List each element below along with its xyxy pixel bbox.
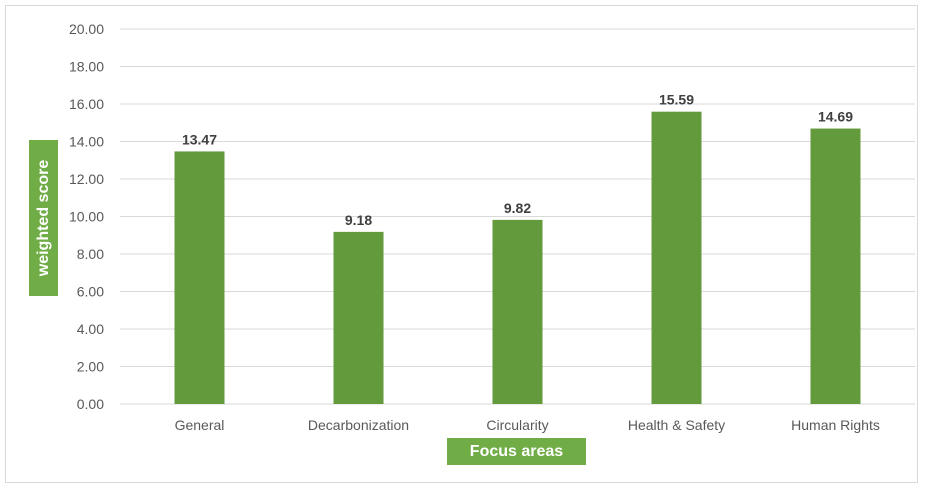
y-tick-label: 6.00 <box>77 284 104 300</box>
bar <box>651 111 702 404</box>
y-tick-label: 2.00 <box>77 359 104 375</box>
y-tick-label: 20.00 <box>69 21 104 37</box>
y-tick-label: 14.00 <box>69 134 104 150</box>
x-axis-title: Focus areas <box>447 438 586 465</box>
data-label: 14.69 <box>818 109 853 125</box>
gridlines <box>120 28 915 405</box>
x-tick-label: Circularity <box>486 417 548 433</box>
bar <box>810 128 861 404</box>
data-label: 15.59 <box>659 92 694 108</box>
y-tick-label: 0.00 <box>77 396 104 412</box>
bar <box>333 231 384 404</box>
bars <box>174 111 861 404</box>
data-labels: 13.47 9.18 9.82 15.59 14.69 <box>182 92 853 228</box>
bar <box>174 151 225 404</box>
data-label: 13.47 <box>182 131 217 147</box>
y-tick-label: 8.00 <box>77 246 104 262</box>
chart-frame <box>5 5 918 483</box>
y-tick-label: 12.00 <box>69 171 104 187</box>
y-axis-ticks: 0.00 2.00 4.00 6.00 8.00 10.00 12.00 14.00 16.00… <box>69 21 104 412</box>
y-tick-label: 18.00 <box>69 59 104 75</box>
x-tick-label: Health & Safety <box>628 417 725 433</box>
y-tick-label: 4.00 <box>77 321 104 337</box>
x-tick-label: Human Rights <box>791 417 880 433</box>
bar <box>492 219 543 404</box>
y-axis-title-text: weighted score <box>35 160 52 278</box>
x-axis-title-text: Focus areas <box>470 443 563 460</box>
y-axis-title: weighted score <box>29 140 58 296</box>
y-tick-label: 10.00 <box>69 209 104 225</box>
y-axis-title-background <box>29 140 58 296</box>
data-label: 9.82 <box>504 200 531 216</box>
x-axis-title-background <box>447 438 586 465</box>
x-axis-ticks: General Decarbonization Circularity Health … <box>175 417 880 433</box>
x-tick-label: Decarbonization <box>308 417 409 433</box>
y-tick-label: 16.00 <box>69 96 104 112</box>
x-tick-label: General <box>175 417 225 433</box>
data-label: 9.18 <box>345 212 372 228</box>
